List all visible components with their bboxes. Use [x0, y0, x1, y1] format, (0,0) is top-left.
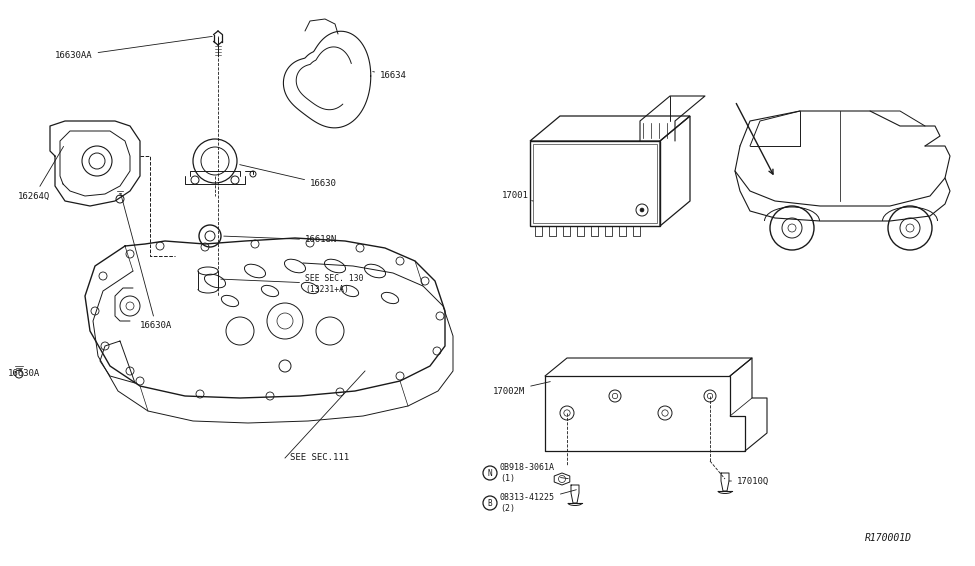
Text: 17002M: 17002M — [493, 381, 550, 396]
Text: 16630: 16630 — [240, 165, 337, 188]
Text: 17010Q: 17010Q — [729, 477, 769, 486]
Text: SEE SEC. 130
(13231+A): SEE SEC. 130 (13231+A) — [220, 275, 364, 294]
Text: 08313-41225
(2): 08313-41225 (2) — [500, 490, 576, 513]
Text: R170001D: R170001D — [865, 533, 912, 543]
Circle shape — [640, 208, 644, 212]
Text: 0B918-3061A
(1): 0B918-3061A (1) — [500, 464, 568, 483]
Text: 17001: 17001 — [502, 191, 533, 201]
Text: 16630A: 16630A — [121, 194, 173, 331]
Text: SEE SEC.111: SEE SEC.111 — [290, 453, 349, 462]
Text: N: N — [488, 469, 492, 478]
Text: 16630A: 16630A — [8, 368, 40, 378]
Text: 16634: 16634 — [372, 71, 407, 80]
Bar — [533, 144, 657, 223]
Text: 16618N: 16618N — [224, 235, 337, 245]
Text: 16264Q: 16264Q — [18, 147, 63, 200]
Bar — [530, 141, 660, 226]
Text: 16630AA: 16630AA — [55, 36, 213, 61]
Text: B: B — [488, 499, 492, 508]
